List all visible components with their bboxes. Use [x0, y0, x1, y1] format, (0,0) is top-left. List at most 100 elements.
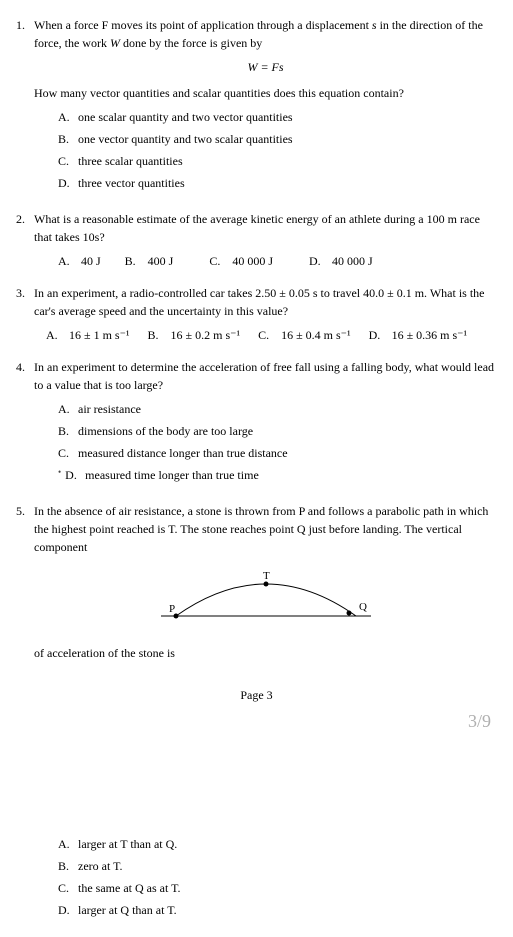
question-3: 3. In an experiment, a radio-controlled …	[16, 284, 497, 344]
question-stem: In an experiment, a radio-controlled car…	[34, 284, 497, 320]
question-number: 3.	[16, 284, 34, 302]
question-body: What is a reasonable estimate of the ave…	[34, 210, 497, 270]
choice-b: B.dimensions of the body are too large	[58, 422, 497, 440]
question-body: A.larger at T than at Q. B.zero at T. C.…	[34, 835, 497, 923]
page-indicator: 3/9	[16, 708, 491, 735]
question-row: 1. When a force F moves its point of app…	[16, 16, 497, 196]
choice-a: A.one scalar quantity and two vector qua…	[58, 108, 497, 126]
question-row: 2. What is a reasonable estimate of the …	[16, 210, 497, 270]
choice-text: 400 J	[148, 252, 174, 270]
question-number: 5.	[16, 502, 34, 520]
formula: W = Fs	[34, 58, 497, 76]
question-stem: In an experiment to determine the accele…	[34, 358, 497, 394]
choice-c: C.the same at Q as at T.	[58, 879, 497, 897]
choice-a: A. 40 J	[58, 252, 101, 270]
choice-text: dimensions of the body are too large	[78, 422, 253, 440]
point-q-dot	[346, 611, 351, 616]
var-w: W	[110, 36, 120, 50]
choice-label: D.	[369, 326, 389, 344]
parabola-path	[176, 584, 356, 616]
choice-label: C.	[58, 444, 78, 462]
question-body: When a force F moves its point of applic…	[34, 16, 497, 196]
choice-label: B.	[125, 252, 145, 270]
choice-label: C.	[209, 252, 229, 270]
choice-label: D.	[65, 466, 85, 484]
choice-label: A.	[58, 252, 78, 270]
question-substem: How many vector quantities and scalar qu…	[34, 84, 497, 102]
stem-text: When a force F moves its point of applic…	[34, 18, 372, 32]
bullet-icon: •	[58, 466, 61, 484]
choice-label: D.	[309, 252, 329, 270]
choices: A. 16 ± 1 m s⁻¹ B. 16 ± 0.2 m s⁻¹ C. 16 …	[46, 326, 497, 344]
choice-label: B.	[148, 326, 168, 344]
choice-text: 16 ± 0.4 m s⁻¹	[281, 326, 351, 344]
choice-text: zero at T.	[78, 857, 123, 875]
question-stem: In the absence of air resistance, a ston…	[34, 502, 497, 556]
page-break-gap	[16, 735, 497, 835]
choice-label: A.	[58, 108, 78, 126]
label-t: T	[263, 570, 270, 582]
choice-text: 16 ± 1 m s⁻¹	[69, 326, 130, 344]
question-number: 1.	[16, 16, 34, 34]
choice-label: D.	[58, 174, 78, 192]
choice-d: •D.measured time longer than true time	[58, 466, 497, 484]
question-row: A.larger at T than at Q. B.zero at T. C.…	[16, 835, 497, 923]
choice-label: A.	[46, 326, 66, 344]
choice-label: D.	[58, 901, 78, 919]
choice-text: 40 000 J	[232, 252, 273, 270]
choice-text: measured distance longer than true dista…	[78, 444, 288, 462]
question-stem: What is a reasonable estimate of the ave…	[34, 210, 497, 246]
page-number: Page 3	[16, 686, 497, 704]
choice-a: A. 16 ± 1 m s⁻¹	[46, 326, 130, 344]
choice-text: one scalar quantity and two vector quant…	[78, 108, 293, 126]
choice-text: three vector quantities	[78, 174, 185, 192]
choice-c: C. 40 000 J	[209, 252, 273, 270]
point-t-dot	[263, 582, 268, 587]
question-stem: When a force F moves its point of applic…	[34, 16, 497, 52]
choice-b: B.one vector quantity and two scalar qua…	[58, 130, 497, 148]
choice-b: B. 16 ± 0.2 m s⁻¹	[148, 326, 241, 344]
question-2: 2. What is a reasonable estimate of the …	[16, 210, 497, 270]
choice-label: A.	[58, 835, 78, 853]
choice-d: D.three vector quantities	[58, 174, 497, 192]
choice-text: larger at T than at Q.	[78, 835, 177, 853]
choices: A. 40 J B. 400 J C. 40 000 J D. 40 000 J	[58, 252, 497, 270]
question-body: In the absence of air resistance, a ston…	[34, 502, 497, 672]
stem-text: done by the force is given by	[120, 36, 262, 50]
choice-d: D. 16 ± 0.36 m s⁻¹	[369, 326, 468, 344]
choice-text: three scalar quantities	[78, 152, 183, 170]
choice-d: D. 40 000 J	[309, 252, 373, 270]
choice-label: C.	[58, 152, 78, 170]
choice-text: measured time longer than true time	[85, 466, 259, 484]
choices: A.one scalar quantity and two vector qua…	[58, 108, 497, 192]
question-body: In an experiment, a radio-controlled car…	[34, 284, 497, 344]
choice-label: B.	[58, 130, 78, 148]
choice-a: A.air resistance	[58, 400, 497, 418]
choice-text: 16 ± 0.2 m s⁻¹	[171, 326, 241, 344]
question-4: 4. In an experiment to determine the acc…	[16, 358, 497, 488]
choice-c: C.three scalar quantities	[58, 152, 497, 170]
question-row: 4. In an experiment to determine the acc…	[16, 358, 497, 488]
choice-label: C.	[58, 879, 78, 897]
question-row: 5. In the absence of air resistance, a s…	[16, 502, 497, 672]
choice-label: C.	[258, 326, 278, 344]
question-5-choices: A.larger at T than at Q. B.zero at T. C.…	[16, 835, 497, 923]
diagram-container: P T Q	[34, 566, 497, 630]
choice-text: one vector quantity and two scalar quant…	[78, 130, 293, 148]
label-q: Q	[359, 601, 367, 613]
question-5: 5. In the absence of air resistance, a s…	[16, 502, 497, 672]
choices: A.air resistance B.dimensions of the bod…	[58, 400, 497, 484]
choice-text: 16 ± 0.36 m s⁻¹	[392, 326, 468, 344]
choice-label: A.	[58, 400, 78, 418]
choice-c: C. 16 ± 0.4 m s⁻¹	[258, 326, 351, 344]
question-1: 1. When a force F moves its point of app…	[16, 16, 497, 196]
question-number: 2.	[16, 210, 34, 228]
question-body: In an experiment to determine the accele…	[34, 358, 497, 488]
choice-d: D.larger at Q than at T.	[58, 901, 497, 919]
stem-continuation: of acceleration of the stone is	[34, 644, 497, 662]
choice-text: the same at Q as at T.	[78, 879, 181, 897]
choices: A.larger at T than at Q. B.zero at T. C.…	[58, 835, 497, 919]
question-row: 3. In an experiment, a radio-controlled …	[16, 284, 497, 344]
choice-c: C.measured distance longer than true dis…	[58, 444, 497, 462]
choice-a: A.larger at T than at Q.	[58, 835, 497, 853]
